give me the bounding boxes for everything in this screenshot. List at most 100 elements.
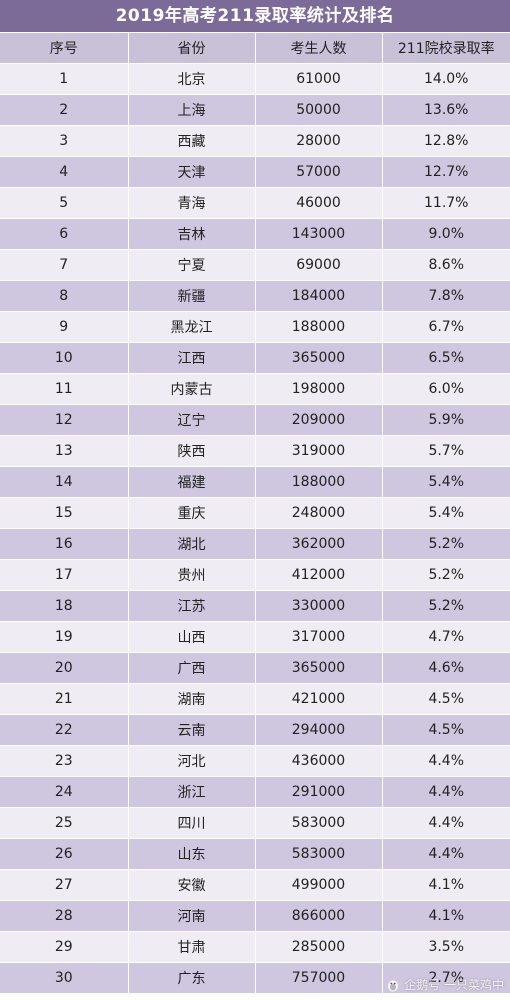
- rank-cell: 21: [0, 683, 129, 715]
- province-cell: 江西: [128, 342, 256, 374]
- rate-cell: 5.2%: [382, 559, 510, 591]
- table-row: 11 内蒙古 198000 6.0%: [0, 373, 510, 405]
- rate-cell: 5.4%: [382, 466, 510, 498]
- rank-cell: 20: [0, 652, 129, 684]
- rate-cell: 4.1%: [382, 900, 510, 932]
- examinees-cell: 294000: [255, 714, 383, 746]
- province-cell: 吉林: [128, 218, 256, 250]
- rate-cell: 9.0%: [382, 218, 510, 250]
- examinees-cell: 143000: [255, 218, 383, 250]
- examinees-cell: 188000: [255, 466, 383, 498]
- rate-cell: 4.4%: [382, 745, 510, 777]
- rate-cell: 12.8%: [382, 125, 510, 157]
- rank-cell: 15: [0, 497, 129, 529]
- rank-cell: 18: [0, 590, 129, 622]
- table-row: 30 广东 757000 2.7%: [0, 962, 510, 994]
- province-cell: 浙江: [128, 776, 256, 808]
- rate-cell: 4.7%: [382, 621, 510, 653]
- examinees-cell: 291000: [255, 776, 383, 808]
- examinees-cell: 330000: [255, 590, 383, 622]
- rank-cell: 27: [0, 869, 129, 901]
- rate-cell: 4.5%: [382, 683, 510, 715]
- rate-cell: 5.9%: [382, 404, 510, 436]
- table-row: 2 上海 50000 13.6%: [0, 94, 510, 126]
- province-cell: 广东: [128, 962, 256, 994]
- table-row: 25 四川 583000 4.4%: [0, 807, 510, 839]
- examinees-cell: 866000: [255, 900, 383, 932]
- table-row: 23 河北 436000 4.4%: [0, 745, 510, 777]
- rank-cell: 22: [0, 714, 129, 746]
- rank-cell: 28: [0, 900, 129, 932]
- examinees-cell: 184000: [255, 280, 383, 312]
- province-cell: 贵州: [128, 559, 256, 591]
- rank-cell: 5: [0, 187, 129, 219]
- table-row: 20 广西 365000 4.6%: [0, 652, 510, 684]
- province-cell: 福建: [128, 466, 256, 498]
- examinees-cell: 28000: [255, 125, 383, 157]
- province-cell: 四川: [128, 807, 256, 839]
- rate-cell: 3.5%: [382, 931, 510, 963]
- rate-cell: 4.4%: [382, 776, 510, 808]
- rate-cell: 4.6%: [382, 652, 510, 684]
- rank-cell: 7: [0, 249, 129, 281]
- province-cell: 陕西: [128, 435, 256, 467]
- rate-cell: 4.5%: [382, 714, 510, 746]
- table-row: 15 重庆 248000 5.4%: [0, 497, 510, 529]
- rate-cell: 4.4%: [382, 838, 510, 870]
- rate-cell: 13.6%: [382, 94, 510, 126]
- rate-cell: 2.7%: [382, 962, 510, 994]
- province-cell: 青海: [128, 187, 256, 219]
- rank-cell: 16: [0, 528, 129, 560]
- province-cell: 山东: [128, 838, 256, 870]
- rank-cell: 9: [0, 311, 129, 343]
- table-row: 5 青海 46000 11.7%: [0, 187, 510, 219]
- examinees-cell: 61000: [255, 63, 383, 95]
- province-cell: 江苏: [128, 590, 256, 622]
- rank-cell: 6: [0, 218, 129, 250]
- rate-cell: 6.5%: [382, 342, 510, 374]
- table-row: 22 云南 294000 4.5%: [0, 714, 510, 746]
- province-cell: 河北: [128, 745, 256, 777]
- table-row: 8 新疆 184000 7.8%: [0, 280, 510, 312]
- rank-cell: 14: [0, 466, 129, 498]
- province-cell: 天津: [128, 156, 256, 188]
- province-cell: 云南: [128, 714, 256, 746]
- province-cell: 辽宁: [128, 404, 256, 436]
- rate-cell: 7.8%: [382, 280, 510, 312]
- rank-cell: 25: [0, 807, 129, 839]
- rank-cell: 30: [0, 962, 129, 994]
- rate-cell: 5.7%: [382, 435, 510, 467]
- examinees-cell: 69000: [255, 249, 383, 281]
- table-row: 6 吉林 143000 9.0%: [0, 218, 510, 250]
- table-row: 24 浙江 291000 4.4%: [0, 776, 510, 808]
- rate-cell: 11.7%: [382, 187, 510, 219]
- rate-cell: 6.0%: [382, 373, 510, 405]
- rank-cell: 3: [0, 125, 129, 157]
- rate-cell: 6.7%: [382, 311, 510, 343]
- rank-cell: 2: [0, 94, 129, 126]
- column-header-province: 省份: [128, 33, 256, 64]
- rate-cell: 4.4%: [382, 807, 510, 839]
- province-cell: 湖北: [128, 528, 256, 560]
- examinees-cell: 365000: [255, 342, 383, 374]
- examinees-cell: 209000: [255, 404, 383, 436]
- province-cell: 新疆: [128, 280, 256, 312]
- table-row: 18 江苏 330000 5.2%: [0, 590, 510, 622]
- examinees-cell: 757000: [255, 962, 383, 994]
- table-row: 17 贵州 412000 5.2%: [0, 559, 510, 591]
- rank-cell: 24: [0, 776, 129, 808]
- rate-cell: 4.1%: [382, 869, 510, 901]
- examinees-cell: 46000: [255, 187, 383, 219]
- rank-cell: 19: [0, 621, 129, 653]
- table-row: 16 湖北 362000 5.2%: [0, 528, 510, 560]
- examinees-cell: 57000: [255, 156, 383, 188]
- table-row: 26 山东 583000 4.4%: [0, 838, 510, 870]
- rank-cell: 29: [0, 931, 129, 963]
- examinees-cell: 50000: [255, 94, 383, 126]
- province-cell: 黑龙江: [128, 311, 256, 343]
- column-header-rank: 序号: [0, 33, 129, 64]
- examinees-cell: 188000: [255, 311, 383, 343]
- table-row: 12 辽宁 209000 5.9%: [0, 404, 510, 436]
- examinees-cell: 362000: [255, 528, 383, 560]
